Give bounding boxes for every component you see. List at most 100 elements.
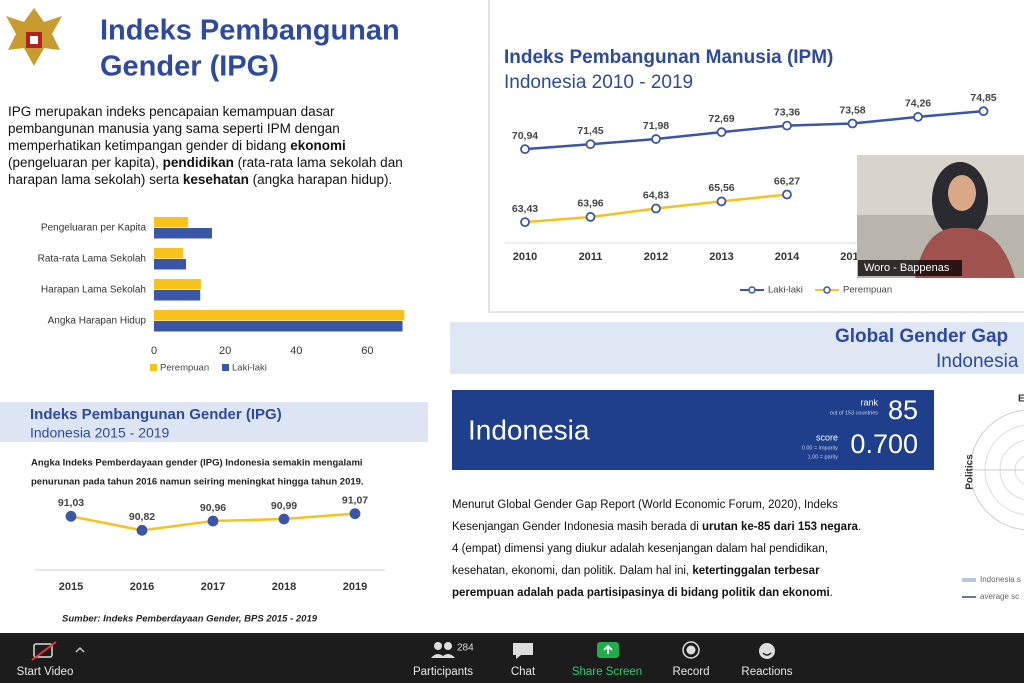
legend-label: Laki-laki — [232, 363, 267, 374]
ipg-title: Indeks Pembangunan Gender (IPG) — [30, 406, 282, 423]
x-tick-label: 0 — [151, 345, 157, 357]
text-span: Menurut Global Gender Gap Report (World … — [452, 499, 838, 511]
text-line: IPG merupakan indeks pencapaian kemampua… — [8, 104, 335, 119]
x-tick-label: 2019 — [343, 581, 367, 593]
card-label: rank — [860, 397, 878, 407]
value-label: 73,58 — [839, 104, 865, 116]
value-label: 90,82 — [129, 511, 155, 523]
intro-text: IPG merupakan indeks pencapaian kemampua… — [8, 104, 403, 187]
legend-marker — [823, 286, 831, 294]
bar — [154, 259, 186, 270]
value-label: 63,96 — [577, 198, 603, 210]
value-label: 73,36 — [774, 106, 800, 118]
radar-label: E — [1018, 394, 1024, 405]
toolbar-label: Share Screen — [572, 666, 642, 678]
data-point — [585, 212, 596, 222]
record-button[interactable]: Record — [672, 641, 710, 678]
text-line: memperhatikan ketimpangan gender di bida… — [8, 138, 346, 153]
video-tile[interactable]: Woro - Bappenas — [857, 155, 1024, 278]
value-label: 71,45 — [577, 125, 603, 137]
caret[interactable] — [75, 646, 85, 653]
section-band — [0, 402, 428, 442]
ggg-card: Indonesia rank out of 153 countries 85 s… — [452, 390, 934, 470]
legend-marker — [748, 286, 756, 294]
reactions-button[interactable]: Reactions — [741, 643, 793, 678]
card-score: 0.700 — [850, 429, 918, 459]
x-tick-label: 20 — [219, 345, 231, 357]
bar-chart: Pengeluaran per Kapita Rata-rata Lama Sek… — [38, 217, 405, 374]
text-line: Kesenjangan Gender Indonesia masih berad… — [452, 521, 861, 533]
ggg-paragraph: Menurut Global Gender Gap Report (World … — [452, 499, 861, 599]
participant-count: 284 — [457, 643, 474, 654]
participant-name: Woro - Bappenas — [864, 262, 950, 274]
text-span: . — [858, 521, 861, 533]
value-label: 65,56 — [708, 182, 734, 194]
category-label: Rata-rata Lama Sekolah — [38, 254, 146, 265]
share-screen-button[interactable]: Share Screen — [572, 642, 642, 678]
x-tick-label: 2013 — [709, 251, 733, 263]
data-point — [782, 120, 792, 131]
name-badge — [858, 260, 962, 276]
x-tick-label: 2012 — [644, 251, 668, 263]
bold-text: perempuan adalah pada partisipasinya di … — [452, 587, 830, 599]
radar-chart: Politics E Indonesia s average sc — [962, 394, 1024, 601]
value-label: 91,07 — [342, 494, 368, 506]
toolbar-background — [0, 633, 1024, 683]
legend-label: Perempuan — [843, 285, 892, 296]
text-line: (pengeluaran per kapita), pendidikan (ra… — [8, 155, 403, 170]
reactions-icon — [762, 652, 772, 656]
value-label: 91,03 — [58, 497, 84, 509]
bold-text: pendidikan — [163, 155, 234, 170]
data-point — [585, 139, 596, 150]
text-line: pembangunan manusia yang sama seperti IP… — [8, 121, 340, 136]
line — [524, 109, 984, 151]
legend-swatch — [962, 578, 976, 582]
record-icon — [682, 641, 700, 659]
data-point — [913, 112, 923, 122]
person-face — [948, 175, 976, 211]
x-tick-label: 2017 — [201, 581, 225, 593]
card-background — [452, 390, 934, 470]
start-video-button[interactable]: Start Video — [17, 641, 74, 678]
value-label: 64,83 — [643, 189, 669, 201]
text-span: pembangunan manusia yang sama seperti IP… — [8, 121, 340, 136]
x-tick-label: 2016 — [130, 581, 154, 593]
legend-swatch — [150, 364, 157, 371]
bold-text: kesehatan — [183, 172, 249, 187]
participants-icon — [431, 654, 455, 658]
data-point — [349, 508, 361, 520]
value-label: 72,69 — [708, 113, 734, 125]
value-label: 70,94 — [512, 130, 538, 142]
participants-button[interactable]: 284 Participants — [413, 642, 474, 678]
value-label: 74,85 — [970, 92, 996, 104]
card-note: out of 153 countries — [830, 410, 879, 416]
legend-swatch — [222, 364, 229, 371]
ipm-chart: 2010201120122013201420152016201770,9471,… — [512, 92, 997, 296]
text-line: Menurut Global Gender Gap Report (World … — [452, 499, 838, 511]
data-point — [651, 203, 661, 214]
value-label: 74,26 — [905, 98, 931, 110]
value-label: 90,99 — [271, 500, 297, 512]
bar — [154, 310, 405, 321]
bold-text: ekonomi — [290, 138, 346, 153]
data-point — [207, 515, 219, 527]
ipm-title: Indeks Pembangunan Manusia (IPM) — [504, 47, 833, 68]
data-point — [278, 513, 290, 525]
legend-label: Indonesia s — [980, 575, 1021, 584]
slide-title: Gender (IPG) — [100, 51, 279, 83]
category-label: Angka Harapan Hidup — [48, 316, 147, 327]
text-line: 4 (empat) dimensi yang diukur adalah kes… — [452, 543, 828, 555]
bold-text: ketertinggalan terbesar — [692, 565, 820, 577]
category-label: Pengeluaran per Kapita — [41, 223, 147, 234]
data-point — [716, 196, 727, 207]
chat-button[interactable]: Chat — [511, 643, 536, 678]
record-icon — [686, 645, 696, 655]
data-point — [520, 217, 530, 228]
text-line: kesehatan, ekonomi, dan politik. Dalam h… — [452, 565, 820, 577]
ggg-title: Global Gender Gap — [835, 326, 1008, 347]
slide-title: Indeks Pembangunan — [100, 15, 400, 47]
bar — [154, 248, 184, 259]
card-rank: 85 — [888, 395, 918, 425]
text-span: harapan lama sekolah) serta — [8, 172, 183, 187]
data-point — [978, 106, 989, 117]
